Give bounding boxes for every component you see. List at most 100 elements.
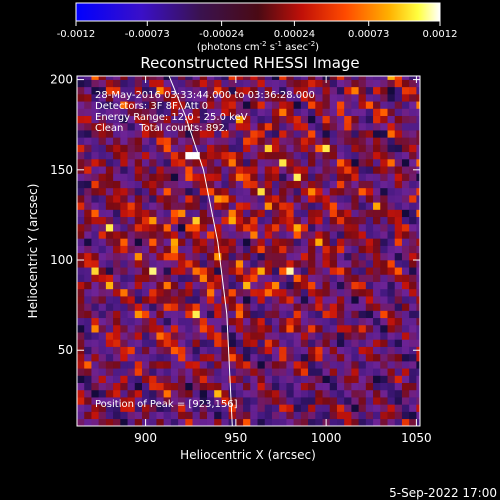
heatmap-cell <box>221 274 229 282</box>
heatmap-cell <box>163 86 172 95</box>
heatmap-cell <box>206 397 215 405</box>
colorbar-tick-label: -0.0012 <box>57 29 96 40</box>
heatmap-cell <box>416 187 420 196</box>
heatmap-cell <box>105 101 114 109</box>
heatmap-cell <box>271 296 280 304</box>
heatmap-cell <box>127 115 136 124</box>
heatmap-cell <box>329 245 338 254</box>
heatmap-cell <box>308 303 316 311</box>
heatmap-cell <box>300 158 309 167</box>
heatmap-cell <box>271 173 280 181</box>
heatmap-cell <box>373 404 381 412</box>
heatmap-cell <box>185 317 193 326</box>
heatmap-cell <box>228 79 237 88</box>
heatmap-cell <box>243 209 251 218</box>
heatmap-cell <box>322 382 331 391</box>
heatmap-cell <box>214 144 222 153</box>
heatmap-cell <box>409 173 417 181</box>
heatmap-cell <box>113 260 121 268</box>
heatmap-cell <box>344 79 352 88</box>
heatmap-cell <box>279 79 287 88</box>
heatmap-cell <box>365 202 374 210</box>
heatmap-cell <box>351 94 359 102</box>
heatmap-cell <box>401 252 410 261</box>
heatmap-cell <box>344 86 352 95</box>
heatmap-cell <box>373 260 381 268</box>
heatmap-cell <box>214 173 222 181</box>
heatmap-cell <box>329 180 338 189</box>
heatmap-cell <box>84 382 92 391</box>
heatmap-cell <box>228 245 237 254</box>
heatmap-cell <box>373 144 381 153</box>
heatmap-cell <box>141 303 150 311</box>
heatmap-cell <box>373 389 381 398</box>
heatmap-cell <box>221 267 229 275</box>
heatmap-cell <box>113 281 121 290</box>
heatmap-cell <box>279 180 287 189</box>
heatmap-cell <box>322 180 331 189</box>
heatmap-cell <box>127 288 136 297</box>
heatmap-cell <box>358 137 367 145</box>
heatmap-cell <box>286 260 294 268</box>
heatmap-cell <box>351 296 359 304</box>
heatmap-cell <box>365 389 374 398</box>
heatmap-cell <box>214 418 222 426</box>
heatmap-cell <box>322 310 331 319</box>
heatmap-cell <box>358 144 367 153</box>
heatmap-cell <box>315 245 323 254</box>
heatmap-cell <box>105 245 114 254</box>
heatmap-cell <box>113 397 121 405</box>
heatmap-cell <box>257 180 266 189</box>
heatmap-cell <box>286 411 294 420</box>
heatmap-cell <box>235 76 244 80</box>
heatmap-cell <box>127 346 136 355</box>
heatmap-cell <box>416 130 420 138</box>
heatmap-cell <box>365 310 374 319</box>
heatmap-cell <box>91 252 99 261</box>
heatmap-cell <box>134 173 143 181</box>
heatmap-cell <box>257 288 266 297</box>
heatmap-cell <box>271 397 280 405</box>
heatmap-cell <box>286 397 294 405</box>
heatmap-cell <box>409 238 417 246</box>
heatmap-cell <box>308 94 316 102</box>
heatmap-cell <box>228 108 237 116</box>
heatmap-cell <box>250 389 258 398</box>
heatmap-cell <box>351 274 359 282</box>
heatmap-cell <box>409 86 417 95</box>
heatmap-cell <box>185 187 193 196</box>
heatmap-cell <box>105 375 114 383</box>
heatmap-cell <box>84 324 92 333</box>
heatmap-cell <box>221 144 229 153</box>
heatmap-cell <box>315 288 323 297</box>
heatmap-cell <box>243 94 251 102</box>
heatmap-cell <box>228 76 237 80</box>
heatmap-cell <box>243 353 251 362</box>
heatmap-cell <box>286 94 294 102</box>
heatmap-cell <box>401 187 410 196</box>
heatmap-cell <box>120 397 128 405</box>
heatmap-cell <box>98 86 107 95</box>
heatmap-cell <box>185 195 193 203</box>
heatmap-cell <box>308 223 316 232</box>
heatmap-cell <box>163 296 172 304</box>
heatmap-cell <box>380 94 388 102</box>
heatmap-cell <box>416 79 420 88</box>
heatmap-cell <box>373 281 381 290</box>
heatmap-cell <box>214 216 222 225</box>
heatmap-cell <box>105 346 114 355</box>
heatmap-cell <box>228 353 237 362</box>
heatmap-cell <box>141 94 150 102</box>
heatmap-cell <box>373 187 381 196</box>
heatmap-cell <box>127 151 136 160</box>
heatmap-cell <box>365 158 374 167</box>
heatmap-cell <box>113 389 121 398</box>
heatmap-cell <box>300 296 309 304</box>
heatmap-cell <box>329 151 338 160</box>
heatmap-cell <box>105 238 114 246</box>
heatmap-cell <box>387 353 396 362</box>
heatmap-cell <box>214 115 222 124</box>
heatmap-cell <box>221 166 229 174</box>
heatmap-cell <box>134 303 143 311</box>
heatmap-cell <box>271 252 280 261</box>
